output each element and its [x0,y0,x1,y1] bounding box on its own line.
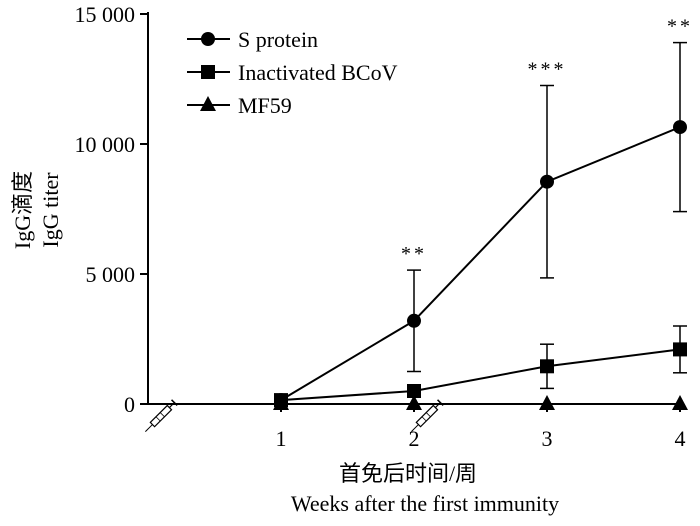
syringe-icon [411,399,444,432]
data-point-circle [540,174,554,189]
data-point-circle [407,313,421,328]
legend-label: Inactivated BCoV [238,60,398,85]
legend-marker-triangle [200,96,216,111]
data-point-circle [673,120,687,135]
data-point-square [540,359,554,374]
data-point-triangle [273,395,289,410]
y-tick-label: 0 [124,392,135,417]
data-point-square [673,342,687,357]
series-line [280,348,681,402]
data-point-triangle [539,395,555,410]
data-point-triangle [672,395,688,410]
legend-label: S protein [238,27,318,52]
syringe-mark [155,416,161,422]
legend-marker-square [201,65,215,79]
y-axis-label-cn: IgG滴度 [10,171,35,249]
x-axis-label-en: Weeks after the first immunity [291,491,559,516]
syringe-plunger [434,402,441,409]
syringe-plunger-head [437,399,444,406]
x-tick-label: 4 [675,426,686,451]
syringe-needle [411,424,419,432]
significance-label: *** [528,59,567,81]
syringe-plunger [168,402,175,409]
y-tick-label: 10 000 [75,132,136,157]
y-tick-label: 15 000 [75,2,136,27]
significance-label: ** [667,16,693,38]
syringe-mark [159,412,165,418]
syringe-mark [425,412,431,418]
syringe-mark [421,416,427,422]
y-tick-label: 5 000 [86,262,136,287]
syringe-plunger-head [171,399,178,406]
syringe-needle [145,424,153,432]
significance-label: ** [401,243,427,265]
data-point-triangle [406,395,422,410]
data-point-square [407,384,421,398]
x-tick-label: 1 [276,426,287,451]
series-line [280,126,681,401]
x-axis-label-cn: 首免后时间/周 [339,461,477,486]
x-tick-label: 2 [409,426,420,451]
y-axis-label-en: IgG titer [38,172,63,248]
legend-marker-circle [201,32,215,46]
legend: S protein Inactivated BCoV MF59 [187,27,398,118]
x-tick-label: 3 [542,426,553,451]
legend-label: MF59 [238,93,292,118]
syringe-icon [145,399,178,432]
syringe-barrel [149,404,173,428]
